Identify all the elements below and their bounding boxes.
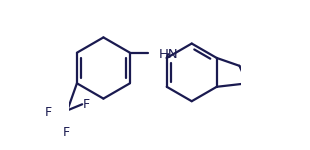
Text: F: F: [83, 98, 90, 111]
Text: HN: HN: [158, 48, 178, 61]
Text: F: F: [63, 126, 70, 139]
Text: F: F: [45, 106, 52, 119]
